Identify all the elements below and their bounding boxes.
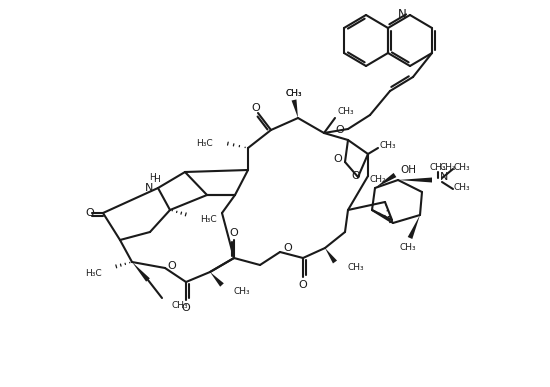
Text: CH₃: CH₃	[380, 142, 397, 151]
Polygon shape	[375, 173, 397, 188]
Text: CH₃: CH₃	[234, 286, 251, 296]
Text: CH₃: CH₃	[347, 262, 364, 272]
Text: H₃C: H₃C	[196, 139, 213, 147]
Text: O: O	[182, 303, 190, 313]
Text: CH₃: CH₃	[172, 301, 189, 310]
Text: H₃C: H₃C	[200, 216, 217, 224]
Polygon shape	[210, 272, 224, 287]
Text: CH₃: CH₃	[430, 163, 446, 173]
Polygon shape	[292, 99, 298, 118]
Polygon shape	[398, 178, 432, 183]
Text: N: N	[398, 9, 407, 22]
Text: O: O	[351, 171, 360, 181]
Text: CH₃: CH₃	[454, 163, 471, 171]
Text: H₃C: H₃C	[85, 269, 102, 279]
Text: O: O	[336, 125, 344, 135]
Text: CH₃: CH₃	[285, 89, 302, 99]
Text: O: O	[230, 228, 238, 238]
Polygon shape	[132, 262, 150, 282]
Text: O: O	[86, 208, 95, 218]
Text: N: N	[440, 172, 448, 182]
Polygon shape	[325, 248, 337, 264]
Polygon shape	[408, 215, 420, 239]
Text: CH₃: CH₃	[400, 243, 416, 252]
Text: O: O	[283, 243, 292, 253]
Text: N: N	[145, 183, 153, 193]
Text: O: O	[299, 280, 307, 290]
Text: H: H	[150, 173, 156, 183]
Text: CH₃: CH₃	[440, 163, 456, 171]
Text: CH₃: CH₃	[285, 89, 302, 98]
Text: O: O	[167, 261, 176, 271]
Text: CH₃: CH₃	[337, 106, 354, 115]
Text: H: H	[153, 175, 159, 185]
Text: O: O	[333, 154, 342, 164]
Text: CH₂: CH₂	[370, 175, 387, 183]
Text: OH: OH	[400, 165, 416, 175]
Text: CH₃: CH₃	[454, 183, 471, 192]
Text: O: O	[252, 103, 260, 113]
